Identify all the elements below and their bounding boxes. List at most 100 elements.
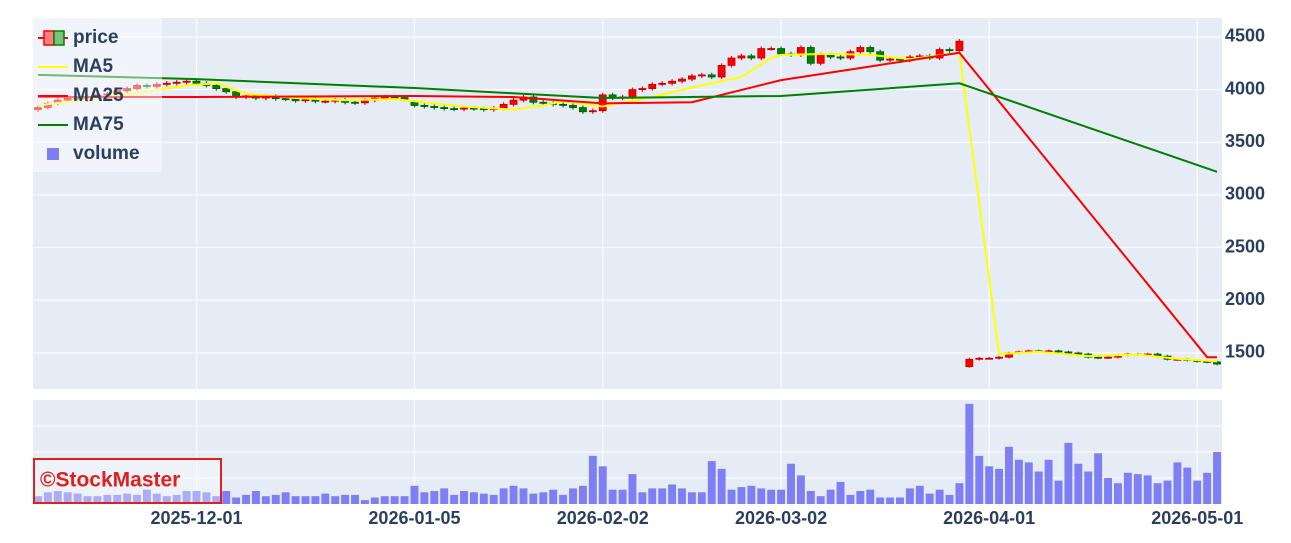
volume-bar (866, 489, 875, 504)
volume-bar (955, 483, 964, 504)
candle-body (896, 58, 904, 61)
candle-body (133, 85, 141, 89)
volume-bar (1024, 462, 1033, 504)
candle-body (420, 105, 429, 107)
x-tick-label: 2025-12-01 (150, 508, 242, 528)
candle-body (866, 47, 875, 53)
volume-bar (182, 491, 191, 504)
volume-bar (846, 494, 855, 504)
volume-bar (83, 496, 92, 504)
ma-line (37, 51, 1218, 363)
volume-bar (608, 489, 617, 504)
volume-bar (420, 492, 429, 504)
candle-body (569, 105, 577, 108)
volume-bar (737, 487, 746, 504)
candle-body (678, 78, 686, 82)
volume-bar (430, 491, 439, 504)
candle-body (143, 85, 151, 87)
volume-bar (549, 489, 558, 504)
candle-body (1054, 350, 1063, 353)
volume-bar (450, 494, 459, 504)
candle-body (628, 89, 637, 98)
candle-body (648, 83, 657, 89)
candle-body (886, 58, 894, 61)
volume-bar (489, 494, 498, 504)
volume-bar (509, 485, 518, 504)
volume-bar (1213, 452, 1222, 504)
x-tick-label: 2026-01-05 (368, 508, 460, 528)
volume-bar (1064, 442, 1073, 504)
volume-bar (598, 466, 607, 504)
volume-bar (261, 496, 270, 504)
axes: 1500 2000 2500 3000 3500 4000 4500 2025-12-01 20… (150, 26, 1265, 528)
volume-bar (370, 497, 379, 504)
candle-body (539, 101, 548, 104)
marks (33, 39, 1222, 504)
volume-bar (123, 493, 132, 504)
volume-bar (251, 491, 260, 504)
candle-body (588, 110, 597, 113)
volume-bar (539, 492, 548, 504)
volume-bar (281, 492, 290, 504)
legend-label: MA25 (73, 85, 124, 106)
candle-body (995, 356, 1003, 359)
volume-bar (896, 497, 904, 504)
volume-bar (1143, 475, 1152, 504)
volume-bar (648, 488, 657, 504)
y-tick-label: 1500 (1225, 342, 1265, 362)
ma-line (37, 51, 1218, 359)
volume-bar (915, 485, 924, 504)
volume-bar (232, 497, 241, 504)
candle-body (450, 108, 459, 110)
volume-bar (886, 497, 895, 504)
volume-bar (767, 489, 776, 504)
volume-bar (1163, 480, 1172, 504)
candle-body (767, 48, 776, 50)
candle-body (727, 57, 736, 66)
volume-bar (826, 489, 835, 504)
volume-bar (222, 491, 231, 504)
volume-bar (925, 493, 934, 504)
candle-body (747, 55, 756, 59)
volume-bar (63, 492, 72, 504)
volume-bar (360, 500, 369, 504)
volume-bar (658, 488, 667, 504)
volume-bar (192, 491, 201, 504)
price-plot-area (33, 18, 1222, 389)
volume-bar (975, 455, 984, 504)
candle-body (638, 88, 647, 91)
candle-body (410, 101, 419, 106)
candle-body (222, 88, 231, 93)
candle-body (123, 88, 132, 92)
candle-body (856, 47, 865, 53)
candle-body (1094, 356, 1103, 359)
volume-bar (519, 488, 528, 504)
volume-bar (1104, 478, 1113, 504)
candle-body (806, 47, 815, 64)
volume-bar (588, 455, 597, 504)
candle-body (668, 80, 676, 84)
volume-bar (53, 491, 62, 504)
volume-bar (777, 489, 786, 504)
volume-bar (816, 496, 825, 504)
volume-bar (1133, 474, 1142, 504)
volume-bar (757, 488, 766, 504)
candle-body (1104, 356, 1112, 359)
candle-body (182, 80, 191, 83)
ma-line (37, 73, 1218, 173)
volume-bar (1173, 462, 1182, 504)
volume-bar (856, 491, 865, 504)
volume-bar (876, 497, 885, 504)
volume-bar (400, 496, 409, 504)
volume-bar (351, 494, 359, 504)
y-tick-label: 3000 (1225, 184, 1265, 204)
volume-bar (133, 494, 142, 504)
volume-bar (321, 493, 330, 504)
candle-body (63, 97, 72, 101)
candle-body (737, 55, 746, 59)
volume-bar (331, 496, 340, 504)
volume-bar (945, 494, 954, 504)
candle-body (113, 90, 122, 95)
volume-bar (1153, 483, 1162, 504)
volume-bar (678, 488, 686, 504)
